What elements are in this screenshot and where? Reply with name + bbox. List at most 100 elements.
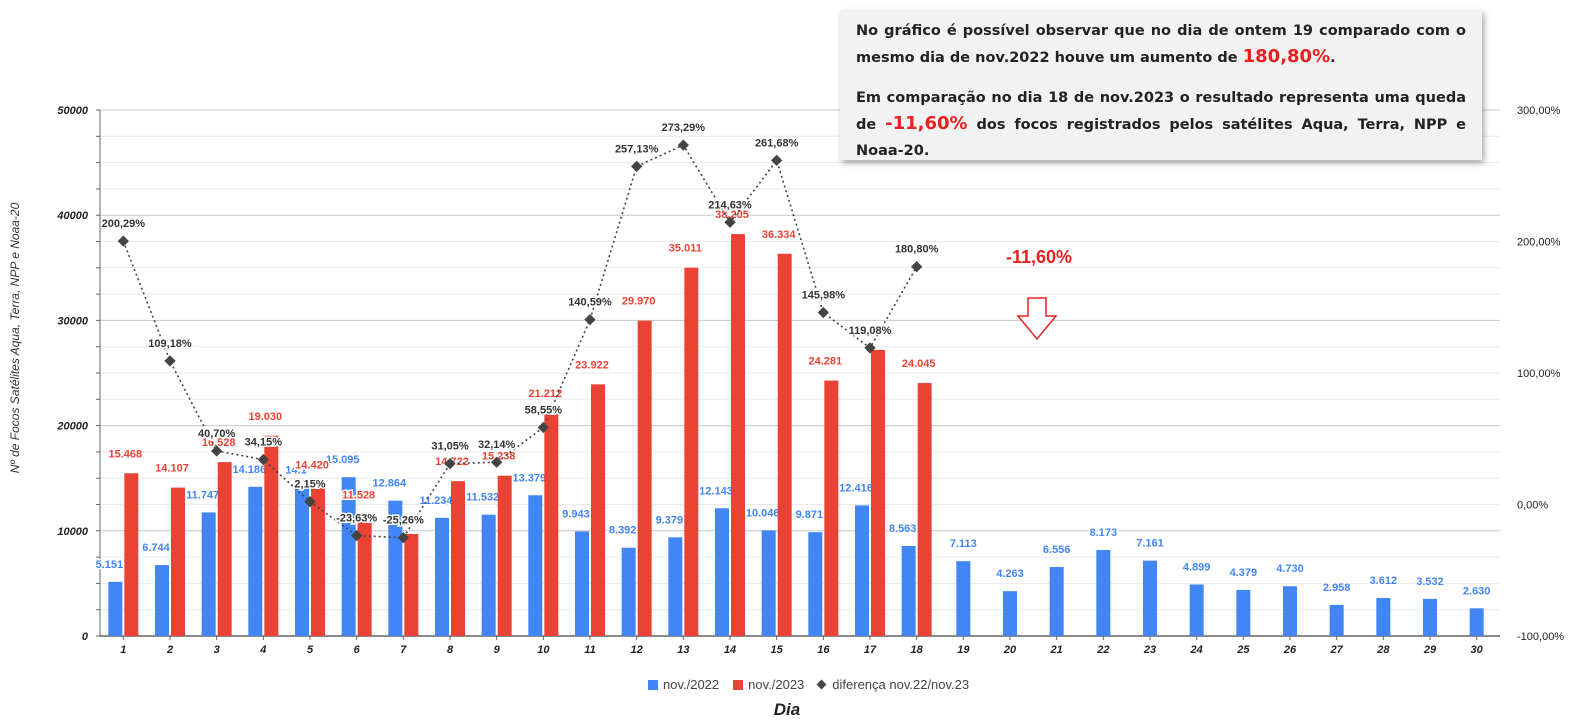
bar-nov2023 [217,462,232,636]
difference-marker [257,453,269,466]
bar-nov2022 [1236,589,1251,636]
difference-marker [211,445,223,457]
difference-label: 119,08% [849,325,892,337]
bar-label-nov2023: 14.107 [155,463,189,475]
bar-nov2023 [124,473,139,636]
bar-label-nov2023: 24.281 [809,356,843,368]
difference-label: 31,05% [431,441,469,453]
decrease-callout: -11,60% [1006,247,1073,267]
bar-label-nov2022: 13.379 [513,472,547,484]
difference-label: 200,29% [102,218,146,230]
difference-marker [631,160,643,173]
bar-label-nov2022: 14.1 [285,465,306,477]
bar-label-nov2023: 15.468 [109,448,143,460]
x-tick-label: 20 [1003,644,1017,656]
bar-label-nov2022: 9.943 [562,508,590,520]
y-tick-label: 40000 [56,210,88,222]
difference-marker [724,216,736,228]
bar-nov2023 [544,412,559,636]
bar-label-nov2023: 21.212 [529,388,563,400]
difference-marker [864,342,876,354]
bar-label-nov2022: 6.556 [1043,544,1071,556]
bar-nov2022 [481,514,496,636]
bar-label-nov2022: 4.379 [1230,567,1258,579]
difference-label: 261,68% [755,137,799,149]
difference-label: 32,14% [478,439,516,451]
difference-label: 145,98% [802,290,846,302]
x-tick-label: 27 [1330,644,1344,656]
difference-label: 257,13% [615,143,659,155]
x-tick-label: 22 [1096,644,1109,656]
difference-label: 109,18% [148,338,192,350]
difference-label: 180,80% [895,244,939,256]
bar-label-nov2022: 11.747 [186,489,219,501]
bar-nov2022 [855,505,869,636]
x-tick-label: 21 [1050,644,1063,656]
x-tick-label: 11 [584,644,595,656]
bar-label-nov2022: 8.173 [1090,527,1118,539]
bar-label-nov2022: 11.234 [419,495,453,507]
bar-nov2022 [248,486,263,636]
x-tick-label: 26 [1283,644,1297,656]
difference-marker [584,313,596,326]
bar-nov2023 [591,384,605,636]
note-value-1: 180,80% [1242,46,1331,67]
bar-label-nov2022: 3.532 [1416,576,1444,588]
bar-nov2022 [761,530,776,636]
bar-nov2022 [1329,604,1344,636]
difference-label: 58,55% [525,405,563,417]
legend-swatch-2022 [648,679,658,690]
bar-label-nov2023: 16.528 [202,437,236,449]
bar-nov2022 [1096,550,1111,636]
legend-label-2022: nov./2022 [663,677,720,692]
x-tick-label: 4 [259,644,266,656]
x-tick-label: 13 [677,644,689,656]
bar-nov2022 [1423,598,1437,636]
x-tick-label: 17 [864,644,877,656]
difference-label: 273,29% [662,122,706,134]
bar-nov2022 [388,500,403,636]
bar-nov2022 [1376,598,1391,636]
bar-nov2022 [1143,560,1157,636]
note-text-1: No gráfico é possível observar que no di… [856,23,1466,66]
bar-label-nov2022: 12.416 [839,482,873,494]
bar-label-nov2022: 4.899 [1183,561,1211,573]
bar-label-nov2023: 15.238 [482,451,516,463]
x-tick-label: 28 [1376,644,1390,656]
bar-nov2022 [341,477,356,636]
legend-label-diff: diferença nov.22/nov.23 [832,677,970,692]
bar-nov2023 [451,481,465,636]
bar-label-nov2022: 15.095 [326,454,360,466]
difference-label: 34,15% [245,437,283,449]
bar-nov2023 [731,234,745,636]
legend-label-2023: nov./2023 [748,677,805,692]
legend-swatch-2023 [733,679,744,690]
bar-label-nov2023: 29.970 [622,296,656,308]
bar-label-nov2022: 14.186 [233,464,267,476]
y-tick-label: 20000 [56,421,88,433]
bar-nov2023 [171,487,185,636]
bar-label-nov2022: 2.630 [1463,585,1491,597]
bar-label-nov2022: 7.161 [1136,538,1164,550]
x-tick-label: 9 [494,644,501,656]
difference-marker [164,355,176,367]
bar-nov2023 [404,533,419,636]
x-tick-label: 5 [307,644,314,656]
difference-label: -25,26% [383,515,424,527]
x-tick-label: 16 [817,644,830,656]
x-tick-label: 12 [631,644,643,656]
legend: nov./2022 nov./2023 diferença nov.22/nov… [648,677,969,692]
difference-marker [117,235,129,247]
x-tick-label: 8 [447,644,454,656]
difference-marker [911,261,923,273]
difference-marker [444,458,456,470]
bar-nov2023 [264,435,279,636]
difference-marker [397,532,409,544]
difference-line [122,144,918,539]
y2-tick-label: 200,00% [1517,237,1561,249]
y-tick-label: 10000 [57,526,88,538]
legend-item-diff: diferença nov.22/nov.23 [816,677,970,692]
x-tick-label: 23 [1143,644,1156,656]
bar-nov2022 [956,561,971,636]
note-paragraph-2: Em comparação no dia 18 de nov.2023 o re… [856,85,1466,164]
